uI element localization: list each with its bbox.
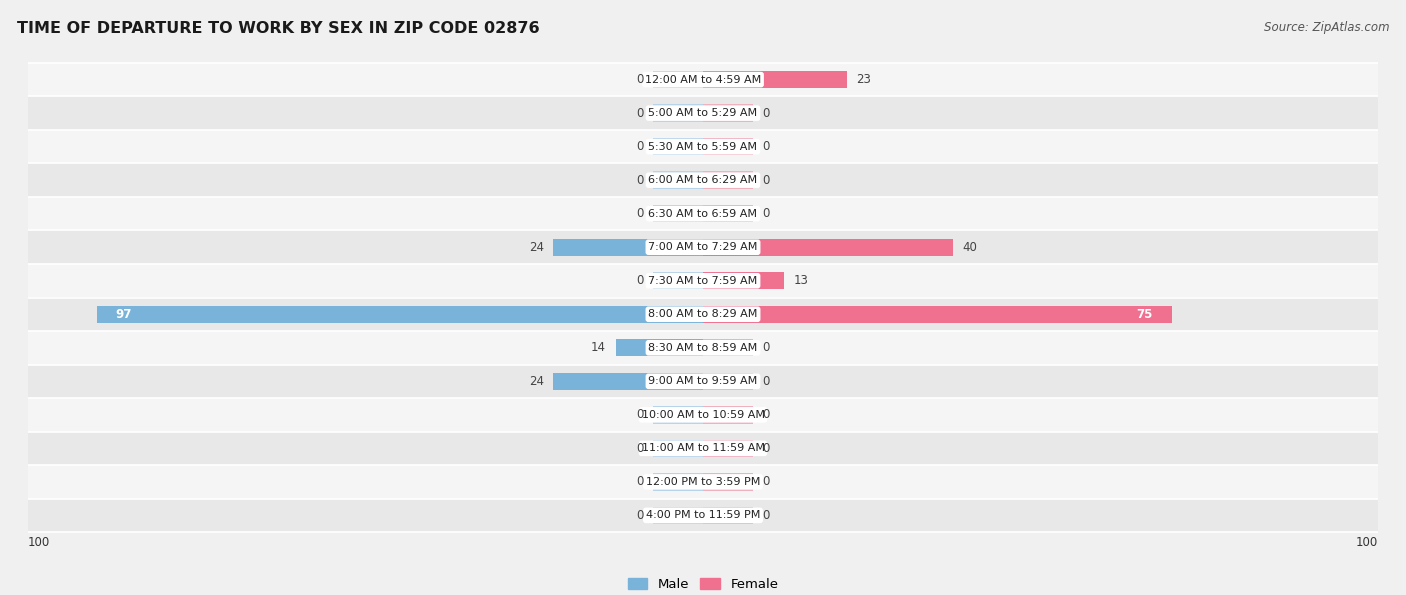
Text: 6:30 AM to 6:59 AM: 6:30 AM to 6:59 AM (648, 209, 758, 219)
Bar (703, 171, 754, 189)
Bar (652, 272, 703, 289)
Text: 4:00 PM to 11:59 PM: 4:00 PM to 11:59 PM (645, 511, 761, 521)
Bar (703, 339, 754, 356)
Bar (652, 138, 703, 155)
Bar (15, 398, 1391, 431)
Text: 8:30 AM to 8:59 AM: 8:30 AM to 8:59 AM (648, 343, 758, 353)
Bar (652, 205, 703, 223)
Text: 7:00 AM to 7:29 AM: 7:00 AM to 7:29 AM (648, 242, 758, 252)
Text: 23: 23 (856, 73, 870, 86)
Text: 0: 0 (637, 509, 644, 522)
Text: 10:00 AM to 10:59 AM: 10:00 AM to 10:59 AM (641, 410, 765, 420)
Text: TIME OF DEPARTURE TO WORK BY SEX IN ZIP CODE 02876: TIME OF DEPARTURE TO WORK BY SEX IN ZIP … (17, 21, 540, 36)
Bar (652, 171, 703, 189)
Text: 12:00 AM to 4:59 AM: 12:00 AM to 4:59 AM (645, 74, 761, 84)
Bar (703, 306, 1171, 323)
Bar (703, 138, 754, 155)
Text: 24: 24 (529, 241, 544, 253)
Text: 100: 100 (28, 536, 51, 549)
Text: 0: 0 (637, 442, 644, 455)
Bar (97, 306, 703, 323)
Bar (652, 104, 703, 122)
Text: 8:00 AM to 8:29 AM: 8:00 AM to 8:29 AM (648, 309, 758, 320)
Bar (15, 499, 1391, 532)
Text: 0: 0 (637, 107, 644, 120)
Text: 0: 0 (762, 475, 769, 488)
Bar (553, 239, 703, 256)
Text: 0: 0 (762, 408, 769, 421)
Text: 40: 40 (962, 241, 977, 253)
Bar (15, 130, 1391, 164)
Bar (15, 431, 1391, 465)
Text: 0: 0 (762, 140, 769, 153)
Text: 12:00 PM to 3:59 PM: 12:00 PM to 3:59 PM (645, 477, 761, 487)
Text: 0: 0 (762, 107, 769, 120)
Text: 0: 0 (637, 475, 644, 488)
Bar (703, 406, 754, 424)
Text: 100: 100 (1355, 536, 1378, 549)
Text: 0: 0 (637, 274, 644, 287)
Text: 14: 14 (591, 342, 606, 354)
Text: 0: 0 (637, 408, 644, 421)
Text: 13: 13 (793, 274, 808, 287)
Bar (15, 465, 1391, 499)
Text: 5:00 AM to 5:29 AM: 5:00 AM to 5:29 AM (648, 108, 758, 118)
Bar (652, 440, 703, 457)
Text: 0: 0 (762, 442, 769, 455)
Bar (652, 507, 703, 524)
Bar (652, 473, 703, 491)
Text: 0: 0 (762, 207, 769, 220)
Bar (652, 406, 703, 424)
Bar (15, 197, 1391, 230)
Text: 24: 24 (529, 375, 544, 388)
Bar (15, 230, 1391, 264)
Text: 0: 0 (762, 375, 769, 388)
Text: 75: 75 (1136, 308, 1153, 321)
Text: 0: 0 (762, 342, 769, 354)
Text: 11:00 AM to 11:59 AM: 11:00 AM to 11:59 AM (641, 443, 765, 453)
Bar (703, 372, 754, 390)
Bar (15, 63, 1391, 96)
Text: 6:00 AM to 6:29 AM: 6:00 AM to 6:29 AM (648, 175, 758, 185)
Bar (616, 339, 703, 356)
Bar (553, 372, 703, 390)
Text: 0: 0 (637, 207, 644, 220)
Bar (703, 71, 846, 88)
Text: 97: 97 (115, 308, 132, 321)
Bar (15, 331, 1391, 365)
Bar (15, 264, 1391, 298)
Text: 0: 0 (637, 140, 644, 153)
Bar (15, 164, 1391, 197)
Bar (15, 298, 1391, 331)
Text: 9:00 AM to 9:59 AM: 9:00 AM to 9:59 AM (648, 376, 758, 386)
Bar (652, 71, 703, 88)
Text: 7:30 AM to 7:59 AM: 7:30 AM to 7:59 AM (648, 275, 758, 286)
Text: 5:30 AM to 5:59 AM: 5:30 AM to 5:59 AM (648, 142, 758, 152)
Bar (703, 440, 754, 457)
Text: 0: 0 (762, 174, 769, 187)
Text: Source: ZipAtlas.com: Source: ZipAtlas.com (1264, 21, 1389, 34)
Bar (703, 239, 953, 256)
Bar (15, 365, 1391, 398)
Bar (15, 96, 1391, 130)
Bar (703, 205, 754, 223)
Bar (703, 272, 785, 289)
Legend: Male, Female: Male, Female (627, 578, 779, 591)
Text: 0: 0 (762, 509, 769, 522)
Bar (703, 104, 754, 122)
Text: 0: 0 (637, 174, 644, 187)
Bar (703, 473, 754, 491)
Bar (703, 507, 754, 524)
Text: 0: 0 (637, 73, 644, 86)
